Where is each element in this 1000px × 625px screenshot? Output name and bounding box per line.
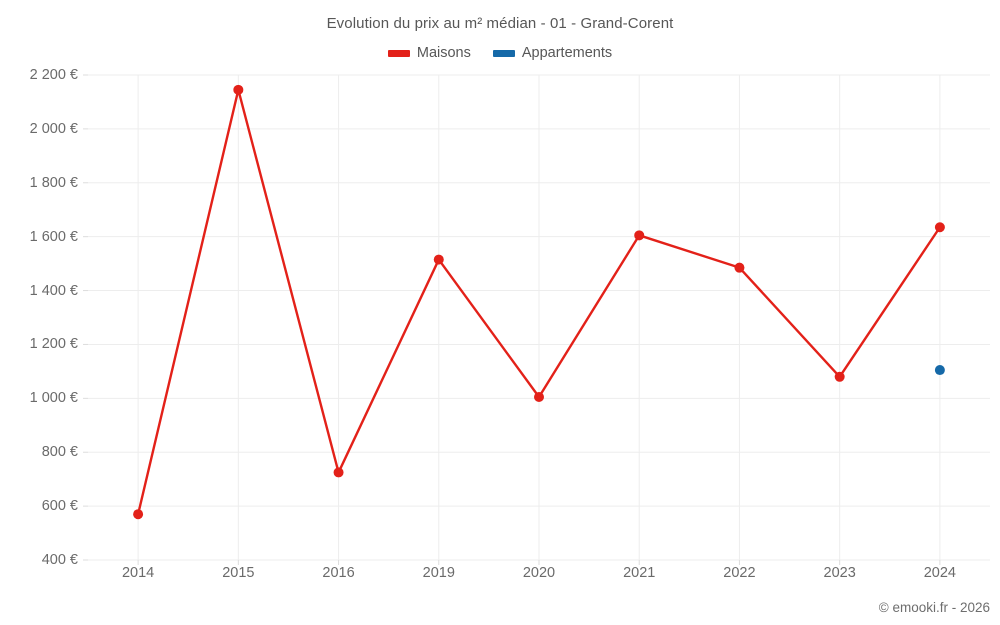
y-axis-tick-label: 1 200 € <box>29 336 78 353</box>
y-axis-labels: 400 € 600 € 800 € 1 000 € 1 200 € 1 400 € 1 60… <box>0 67 78 568</box>
data-point-maisons <box>634 230 645 241</box>
x-axis-tick-label: 2016 <box>322 565 355 581</box>
y-axis-tick-label: 400 € <box>41 552 78 568</box>
x-axis-labels: 2014 2015 2016 2019 2020 2021 2022 2023 2024 <box>88 565 990 589</box>
grid-lines <box>88 74 990 561</box>
data-point-maisons <box>333 467 344 478</box>
y-axis-tick-label: 2 000 € <box>29 120 78 137</box>
data-point-maisons <box>934 222 945 233</box>
data-point-maisons <box>534 391 544 402</box>
footer-credit: © emooki.fr - 2026 <box>878 600 990 615</box>
x-axis-tick-label: 2024 <box>923 565 957 581</box>
y-axis-tick-label: 1 600 € <box>29 228 78 245</box>
legend-label-maisons: Maisons <box>416 45 471 61</box>
page-title: Evolution du prix au m² médian - 01 - Gr… <box>326 15 674 32</box>
y-axis-tick-label: 2 200 € <box>29 67 78 83</box>
x-axis-tick-label: 2014 <box>121 565 155 581</box>
chart-legend: Maisons Appartements <box>0 45 1000 61</box>
x-axis-tick-label: 2023 <box>823 565 856 581</box>
y-axis-tick-label: 800 € <box>41 444 78 461</box>
plot-area <box>83 74 990 565</box>
y-axis-tick-label: 1 000 € <box>29 390 78 407</box>
legend-label-appartements: Appartements <box>521 45 613 61</box>
y-axis-tick-label: 1 400 € <box>29 282 78 299</box>
y-axis-tick-label: 600 € <box>41 498 78 515</box>
legend-swatch-appartements <box>492 49 515 57</box>
x-axis-tick-label: 2021 <box>623 565 656 581</box>
legend-swatch-maisons <box>387 49 410 57</box>
plot-svg <box>83 74 990 565</box>
x-axis-tick-label: 2020 <box>522 565 556 581</box>
data-point-maisons <box>233 84 244 95</box>
legend-item-maisons[interactable]: Maisons <box>387 45 471 61</box>
legend-item-appartements[interactable]: Appartements <box>492 45 613 61</box>
data-point-maisons <box>834 371 845 382</box>
data-point-appartements <box>934 365 945 376</box>
data-point-maisons <box>133 509 144 520</box>
data-point-maisons <box>433 254 444 265</box>
series-markers <box>133 84 945 520</box>
x-axis-tick-label: 2019 <box>422 565 455 581</box>
x-axis-tick-label: 2022 <box>723 565 756 581</box>
axis-ticks <box>83 74 941 565</box>
data-point-maisons <box>734 262 745 273</box>
y-axis-tick-label: 1 800 € <box>29 174 78 191</box>
x-axis-tick-label: 2015 <box>222 565 255 581</box>
